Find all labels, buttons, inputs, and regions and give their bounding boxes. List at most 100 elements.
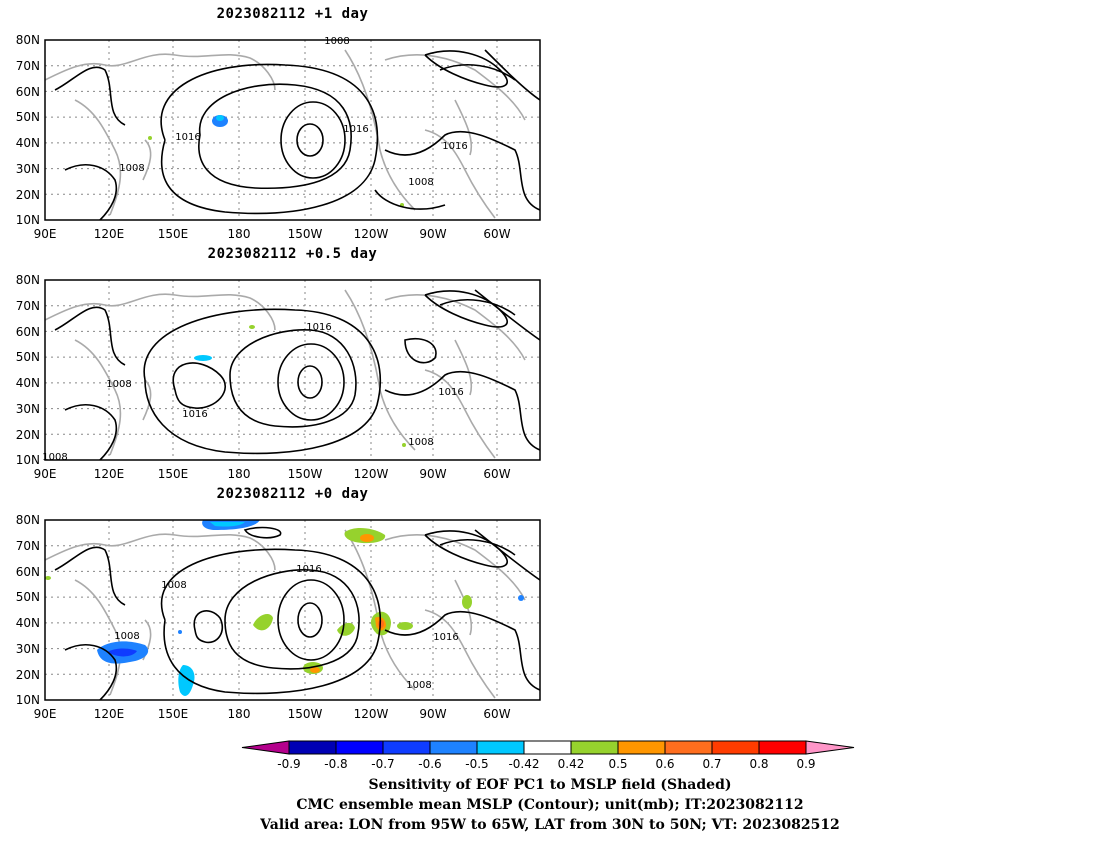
lat-label: 30N	[16, 162, 40, 176]
colorbar-box	[664, 740, 713, 755]
lat-label: 20N	[16, 668, 40, 682]
coastline	[44, 289, 526, 459]
contour-label: 1008	[408, 177, 433, 188]
sensitivity-shading	[148, 115, 404, 207]
lon-label: 90E	[34, 707, 57, 720]
caption-line-2: CMC ensemble mean MSLP (Contour); unit(m…	[296, 797, 804, 813]
contour-label: 1008	[106, 379, 131, 390]
lat-label: 60N	[16, 85, 40, 99]
axis-labels: 80N 70N 60N 50N 40N 30N 20N 10N 90E 120E…	[16, 33, 511, 720]
lon-label: 120E	[94, 707, 125, 720]
colorbar-box	[711, 740, 760, 755]
contour-label: 1008	[114, 631, 139, 642]
lat-label: 10N	[16, 213, 40, 227]
colorbar: -0.9 -0.8 -0.7 -0.6 -0.5 -0.42 0.42 0.5 0.6 0.7 0.…	[241, 740, 855, 771]
lon-label: 180	[228, 467, 251, 481]
colorbar-tick-label: 0.8	[749, 757, 768, 771]
lon-label: 180	[228, 707, 251, 720]
lon-axis-panel-2: 90E 120E 150E 180 150W 120W 90W 60W	[34, 467, 511, 481]
contour-label: 1016	[438, 387, 463, 398]
contour-labels: 1008 1016 1016 1016 1008 1008	[119, 36, 467, 188]
lon-label: 90W	[419, 467, 446, 481]
lon-label: 180	[228, 227, 251, 241]
lat-axis-panel-2: 80N 70N 60N 50N 40N 30N 20N 10N	[16, 273, 40, 467]
mslp-contours	[54, 49, 541, 221]
lon-label: 90W	[419, 227, 446, 241]
colorbar-box	[429, 740, 478, 755]
contour-label: 1016	[296, 564, 321, 575]
colorbar-tick-label: -0.5	[465, 757, 488, 771]
lat-label: 30N	[16, 402, 40, 416]
lon-label: 120E	[94, 227, 125, 241]
gridlines	[45, 280, 540, 460]
panel-2-map: 1016 1008 1016 1016 1008 1008	[42, 279, 541, 463]
contour-label: 1008	[408, 437, 433, 448]
contour-label: 1008	[119, 163, 144, 174]
panel-2-title: 2023082112 +0.5 day	[207, 246, 378, 262]
contour-label: 1008	[324, 36, 349, 47]
lat-label: 20N	[16, 428, 40, 442]
lat-label: 70N	[16, 59, 40, 73]
lat-label: 40N	[16, 136, 40, 150]
lon-label: 150E	[158, 227, 189, 241]
colorbar-box	[476, 740, 525, 755]
colorbar-tick-label: -0.8	[324, 757, 347, 771]
colorbar-tick-label: -0.42	[508, 757, 539, 771]
lon-label: 150E	[158, 467, 189, 481]
panel-3-map: 1008 1016 1008 1016 1008	[44, 519, 541, 701]
contour-labels: 1016 1008 1016 1016 1008 1008	[42, 322, 463, 463]
lon-label: 120W	[354, 467, 389, 481]
colorbar-boxes	[241, 740, 855, 755]
colorbar-tick-label: 0.9	[796, 757, 815, 771]
map-panel-3: 1008 1016 1008 1016 1008	[44, 519, 541, 701]
colorbar-box	[523, 740, 572, 755]
colorbar-tick-label: 0.6	[655, 757, 674, 771]
lon-label: 120W	[354, 707, 389, 720]
lat-label: 80N	[16, 273, 40, 287]
lat-label: 30N	[16, 642, 40, 656]
caption-line-1: Sensitivity of EOF PC1 to MSLP field (Sh…	[368, 777, 732, 793]
colorbar-tick-label: 0.7	[702, 757, 721, 771]
panel-1-title: 2023082112 +1 day	[216, 6, 369, 22]
contour-label: 1016	[306, 322, 331, 333]
contour-label: 1016	[343, 124, 368, 135]
colorbar-tick-label: -0.6	[418, 757, 441, 771]
lon-label: 120W	[354, 227, 389, 241]
lon-label: 150W	[288, 467, 323, 481]
contour-label: 1016	[175, 132, 200, 143]
colorbar-box	[288, 740, 337, 755]
contour-labels: 1008 1016 1008 1016 1008	[114, 564, 458, 691]
colorbar-box	[335, 740, 384, 755]
sensitivity-shading	[45, 520, 524, 696]
lat-axis-panel-3: 80N 70N 60N 50N 40N 30N 20N 10N	[16, 513, 40, 707]
lon-label: 60W	[483, 467, 510, 481]
lat-label: 80N	[16, 513, 40, 527]
lat-label: 50N	[16, 110, 40, 124]
contour-label: 1016	[433, 632, 458, 643]
lon-label: 60W	[483, 227, 510, 241]
lat-label: 20N	[16, 188, 40, 202]
colorbar-box	[382, 740, 431, 755]
lon-axis-panel-3: 90E 120E 150E 180 150W 120W 90W 60W	[34, 707, 511, 720]
panel-3-title: 2023082112 +0 day	[216, 486, 369, 502]
map-panel-1: 1008 1016 1016 1016 1008 1008	[44, 36, 541, 221]
lat-label: 50N	[16, 590, 40, 604]
colorbar-box	[617, 740, 666, 755]
mslp-contours	[54, 289, 541, 461]
lon-label: 150W	[288, 227, 323, 241]
colorbar-tick-label: 0.42	[558, 757, 585, 771]
sensitivity-shading	[194, 325, 406, 447]
contour-label: 1008	[161, 580, 186, 591]
lat-label: 60N	[16, 565, 40, 579]
colorbar-box	[758, 740, 807, 755]
contour-label: 1008	[406, 680, 431, 691]
contour-label: 1016	[442, 141, 467, 152]
lat-label: 10N	[16, 453, 40, 467]
colorbar-box	[570, 740, 619, 755]
map-panel-2: 1016 1008 1016 1016 1008 1008	[42, 279, 541, 463]
colorbar-tick-label: -0.9	[277, 757, 300, 771]
gridlines	[45, 520, 540, 700]
colorbar-arrow-right	[805, 740, 855, 755]
lat-label: 10N	[16, 693, 40, 707]
lon-label: 150W	[288, 707, 323, 720]
